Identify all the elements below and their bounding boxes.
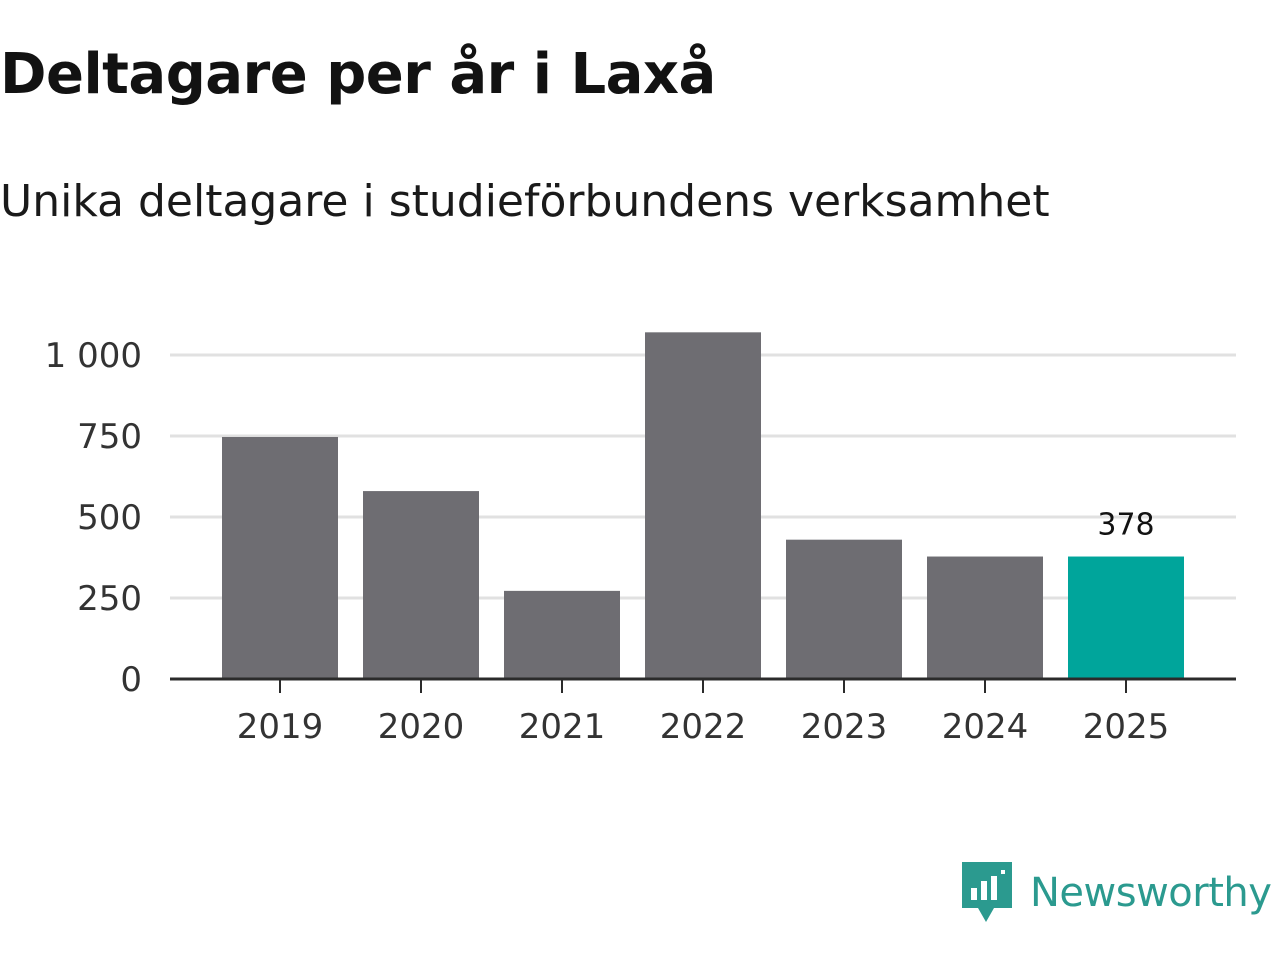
bar-2025 [1068,556,1184,679]
x-tick-label: 2019 [237,707,324,747]
bar-2024 [927,556,1043,679]
y-tick-label: 750 [77,417,142,457]
x-tick-label: 2020 [378,707,465,747]
data-label: 378 [1097,508,1154,543]
bar-2019 [222,436,338,679]
newsworthy-logo-icon [962,862,1012,922]
y-tick-label: 250 [77,579,142,619]
data-labels: 378 [1097,508,1154,543]
bar-2022 [645,332,761,679]
bar-2021 [504,590,620,679]
y-tick-label: 500 [77,498,142,538]
bar-2023 [786,539,902,679]
newsworthy-brand: Newsworthy [962,862,1272,924]
chart-title: Deltagare per år i Laxå [0,42,716,107]
x-tick-label: 2021 [519,707,606,747]
bars [222,332,1184,679]
chart-subtitle: Unika deltagare i studieförbundens verks… [0,176,1050,227]
y-tick-label: 1 000 [45,336,142,376]
x-tick-label: 2023 [801,707,888,747]
x-tick-label: 2025 [1083,707,1170,747]
brand-name: Newsworthy [1030,870,1272,916]
x-axis-ticks: 2019 2020 2021 2022 2023 2024 2025 [237,679,1170,747]
bar-2020 [363,491,479,679]
x-tick-label: 2024 [942,707,1029,747]
y-axis-ticks: 0 250 500 750 1 000 [45,336,142,700]
x-tick-label: 2022 [660,707,747,747]
y-tick-label: 0 [120,660,142,700]
